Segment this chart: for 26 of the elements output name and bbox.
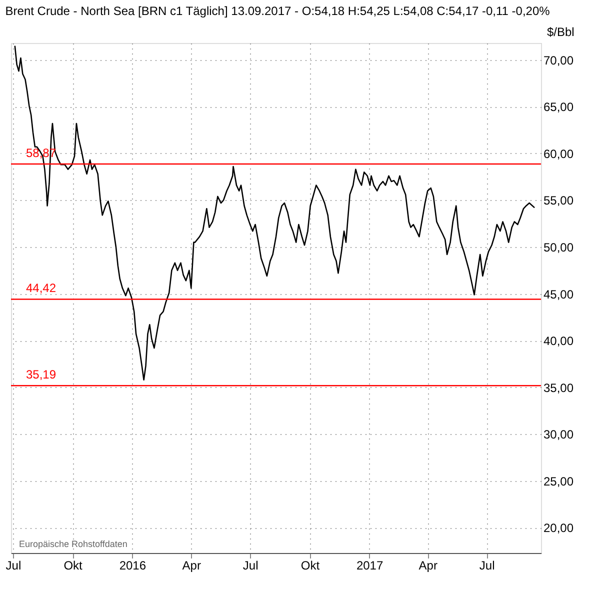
annotation: Europäische Rohstoffdaten <box>19 539 128 549</box>
y-tick-label: 25,00 <box>544 474 574 488</box>
x-tick-label: 2016 <box>119 558 146 572</box>
y-tick-label: 70,00 <box>544 53 574 68</box>
y-tick-label: 55,00 <box>544 194 574 208</box>
y-tick-label: 60,00 <box>544 146 574 161</box>
y-tick-label: 35,00 <box>544 380 574 395</box>
x-tick-label: Okt <box>64 558 84 572</box>
y-tick-label: 50,00 <box>544 240 574 254</box>
x-tick-label: Apr <box>182 558 201 572</box>
ref-line-label: 35,19 <box>26 368 56 382</box>
x-tick-label: 2017 <box>356 558 384 572</box>
x-tick-label: Jul <box>479 558 495 572</box>
y-axis-title: $/Bbl <box>547 25 574 39</box>
x-tick-label: Okt <box>300 558 320 572</box>
y-tick-label: 30,00 <box>544 428 574 442</box>
y-tick-label: 40,00 <box>544 334 574 348</box>
x-tick-label: Apr <box>418 558 438 572</box>
y-tick-label: 65,00 <box>544 100 574 114</box>
x-tick-label: Jul <box>6 558 22 572</box>
chart-title: Brent Crude - North Sea [BRN c1 Täglich] 13.09.2017 - O:54,18 H:54,25 L:54,08 C:54,17 -0,11 -0,20% <box>5 4 550 18</box>
x-tick-label: Jul <box>242 558 258 572</box>
y-tick-label: 45,00 <box>544 287 574 302</box>
y-tick-label: 20,00 <box>544 521 574 536</box>
line-series <box>14 45 536 381</box>
ref-line-label: 44,42 <box>26 281 56 296</box>
